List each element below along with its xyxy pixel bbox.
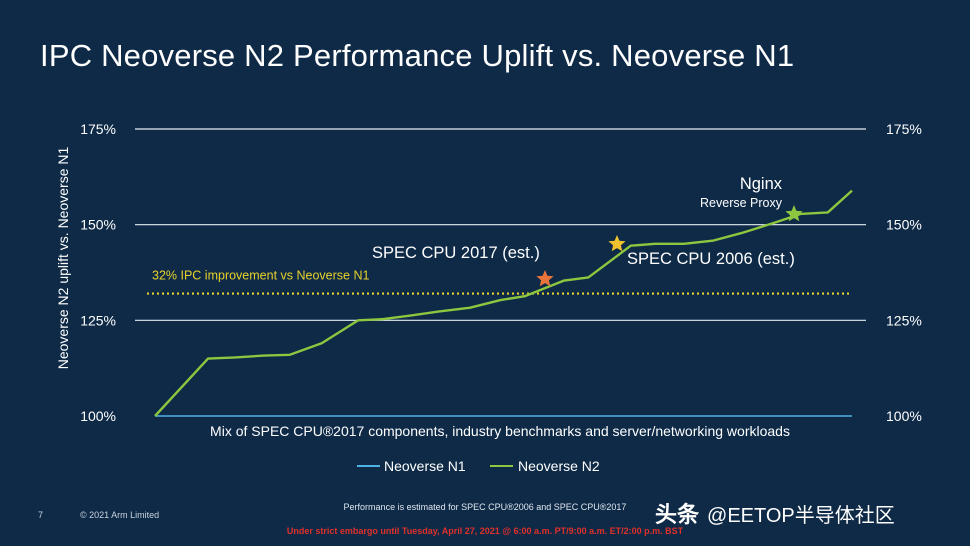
watermark: 头条 @EETOP半导体社区 bbox=[655, 490, 967, 536]
footnote: Performance is estimated for SPEC CPU®20… bbox=[343, 502, 627, 512]
uplift-chart: 100% 100% 125% 125% 150% 150% 175% 175% Neoverse… bbox=[55, 121, 922, 474]
copyright: © 2021 Arm Limited bbox=[80, 510, 160, 520]
y-tick-label-left: 125% bbox=[80, 312, 116, 328]
slide-title: IPC Neoverse N2 Performance Uplift vs. N… bbox=[40, 38, 795, 73]
x-axis-label: Mix of SPEC CPU®2017 components, industr… bbox=[210, 423, 790, 439]
y-tick-label-left: 175% bbox=[80, 121, 116, 137]
star-marker-nginx bbox=[785, 205, 803, 222]
annotation-spec-2017: SPEC CPU 2017 (est.) bbox=[372, 244, 540, 262]
y-tick-label-right: 125% bbox=[886, 312, 922, 328]
reference-line-label: 32% IPC improvement vs Neoverse N1 bbox=[152, 269, 369, 283]
y-tick-label-left: 150% bbox=[80, 217, 116, 233]
y-tick-label-right: 175% bbox=[886, 121, 922, 137]
annotation-nginx: Nginx bbox=[740, 175, 783, 193]
legend-label-neoverse-n1: Neoverse N1 bbox=[384, 458, 466, 474]
star-marker-spec-2017 bbox=[536, 270, 554, 287]
embargo-notice: Under strict embargo until Tuesday, Apri… bbox=[286, 526, 684, 536]
y-tick-label-left: 100% bbox=[80, 408, 116, 424]
y-axis-label: Neoverse N2 uplift vs. Neoverse N1 bbox=[55, 147, 71, 370]
y-tick-label-right: 150% bbox=[886, 217, 922, 233]
legend-label-neoverse-n2: Neoverse N2 bbox=[518, 458, 600, 474]
annotation-spec-2006: SPEC CPU 2006 (est.) bbox=[627, 250, 795, 268]
watermark-site: 头条 bbox=[655, 502, 700, 527]
series-line-neoverse-n2 bbox=[154, 189, 853, 417]
y-tick-label-right: 100% bbox=[886, 408, 922, 424]
watermark-handle: @EETOP半导体社区 bbox=[707, 504, 895, 527]
page-number: 7 bbox=[38, 510, 44, 520]
annotation-reverse-proxy: Reverse Proxy bbox=[700, 196, 783, 210]
star-marker-spec-2006 bbox=[608, 235, 626, 252]
